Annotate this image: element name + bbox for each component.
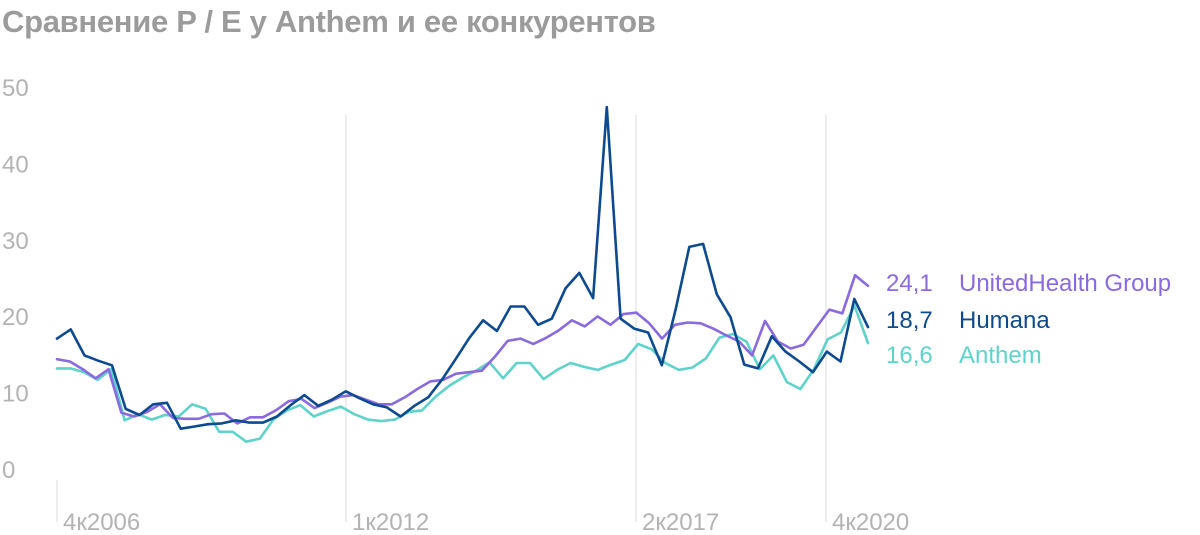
series-line-humana (55, 105, 870, 431)
x-tick-label: 4к2020 (832, 509, 909, 535)
x-tick-label: 1к2012 (352, 509, 429, 535)
legend-series-name: Anthem (959, 342, 1042, 369)
y-tick-label: 30 (2, 228, 29, 255)
y-tick-label: 40 (2, 151, 29, 178)
y-tick-label: 10 (2, 381, 29, 408)
end-value-label: 16,6 (886, 342, 933, 369)
end-value-label: 24,1 (886, 270, 933, 297)
y-tick-label: 20 (2, 304, 29, 331)
x-tick-label: 4к2006 (63, 509, 140, 535)
legend-series-name: Humana (959, 307, 1050, 334)
y-tick-label: 50 (2, 75, 29, 102)
y-tick-label: 0 (2, 457, 15, 484)
legend-series-name: UnitedHealth Group (959, 270, 1171, 297)
series-line-anthem (55, 304, 870, 444)
end-value-label: 18,7 (886, 307, 933, 334)
series-line-unitedhealth-group (55, 273, 870, 425)
chart-title: Сравнение P / E у Anthem и ее конкуренто… (2, 4, 656, 39)
x-tick-label: 2к2017 (642, 509, 719, 535)
